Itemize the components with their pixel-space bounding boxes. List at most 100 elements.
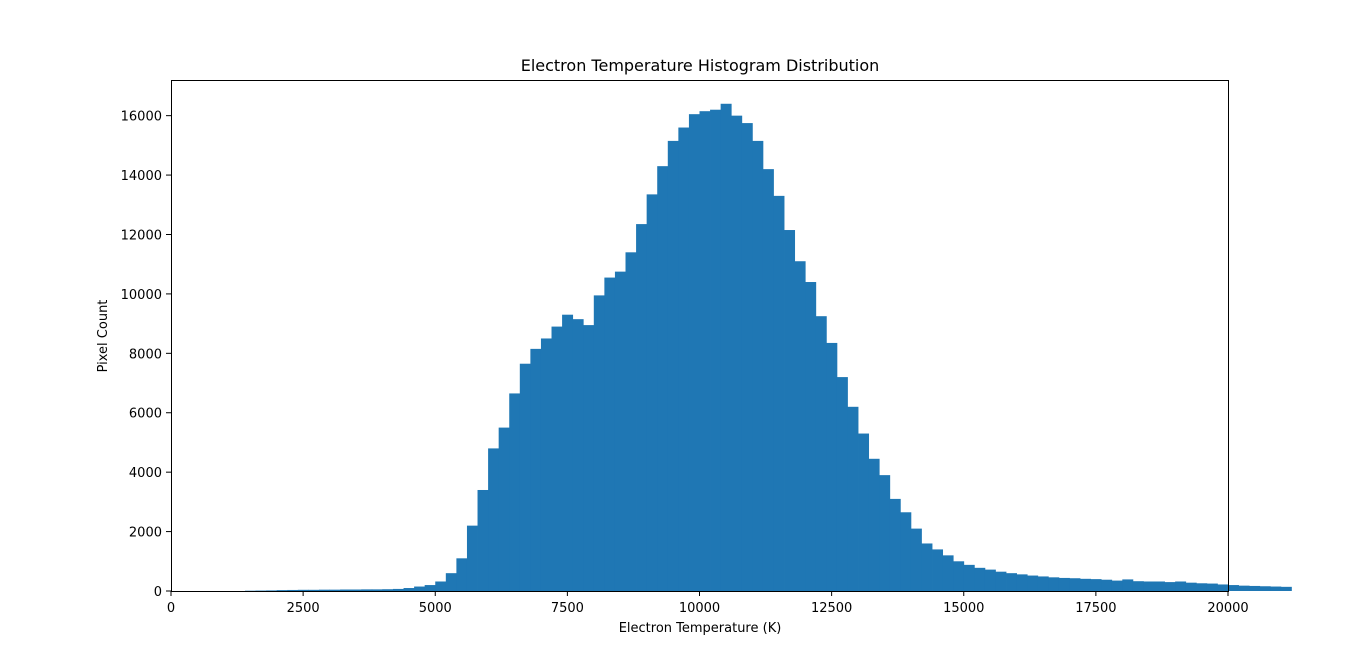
histogram-bar xyxy=(1101,579,1113,591)
x-tick-label: 2500 xyxy=(287,601,320,616)
histogram-bar xyxy=(678,127,690,591)
histogram-bar xyxy=(1090,579,1102,591)
y-tick-label: 2000 xyxy=(129,526,162,541)
histogram-bar xyxy=(963,564,975,591)
histogram-bar xyxy=(836,377,848,591)
histogram-bar xyxy=(604,277,616,591)
histogram-bar xyxy=(340,589,352,591)
histogram-bar xyxy=(371,589,383,591)
histogram-bar xyxy=(1080,578,1091,591)
histogram-bar xyxy=(1270,586,1282,591)
histogram-bar xyxy=(551,326,563,591)
histogram-bar xyxy=(488,448,500,591)
histogram-bar xyxy=(773,195,785,591)
histogram-bar xyxy=(1027,575,1039,591)
histogram-bar xyxy=(477,489,489,591)
histogram-bar xyxy=(1132,581,1144,591)
histogram-bar xyxy=(1164,582,1176,591)
histogram-bar xyxy=(1249,585,1261,591)
histogram-bar xyxy=(382,589,394,591)
histogram-bar xyxy=(572,319,584,591)
histogram-bar xyxy=(1280,586,1292,591)
histogram-bar xyxy=(699,111,711,591)
histogram-bar xyxy=(1238,585,1250,591)
histogram-bar xyxy=(1154,581,1165,591)
y-tick-label: 8000 xyxy=(129,347,162,362)
histogram-bar xyxy=(741,123,753,591)
y-tick-label: 4000 xyxy=(129,466,162,481)
histogram-bar xyxy=(1069,578,1081,591)
histogram-bar xyxy=(318,589,330,591)
histogram-bar xyxy=(1111,580,1123,591)
y-tick-label: 6000 xyxy=(129,407,162,422)
histogram-bar xyxy=(403,588,415,591)
histogram-bar xyxy=(910,528,922,591)
histogram-bar xyxy=(414,586,426,591)
histogram-bar xyxy=(540,338,552,591)
x-axis-ticks: 0 2500 5000 7500 10000 12500 15000 17500 20000 xyxy=(167,591,1249,616)
histogram-bar xyxy=(984,569,996,591)
histogram-bar xyxy=(519,363,531,591)
chart-title: Electron Temperature Histogram Distribut… xyxy=(521,56,880,75)
histogram-bar xyxy=(614,271,626,592)
y-tick-label: 12000 xyxy=(121,228,162,243)
histogram-bar xyxy=(1037,576,1049,591)
histogram-bar xyxy=(498,427,510,591)
histogram-bar xyxy=(688,114,700,592)
histogram-bar xyxy=(815,316,827,591)
histogram-bar xyxy=(329,589,341,591)
x-tick-label: 10000 xyxy=(679,601,720,616)
histogram-bar xyxy=(826,342,838,591)
histogram-bar xyxy=(562,314,574,591)
histogram-bar xyxy=(308,589,320,591)
histogram-bar xyxy=(350,589,362,591)
y-tick-label: 0 xyxy=(154,585,162,600)
histogram-bar xyxy=(1196,583,1208,591)
histogram-bar xyxy=(784,230,796,591)
histogram-bar xyxy=(1048,577,1060,591)
histogram-bar xyxy=(593,295,605,591)
histogram-bar xyxy=(636,224,648,591)
histogram-bar xyxy=(424,585,436,591)
y-tick-label: 14000 xyxy=(121,169,162,184)
bars-group xyxy=(244,103,1292,592)
histogram-bar xyxy=(625,252,637,591)
histogram-bar xyxy=(731,115,743,592)
histogram-bar xyxy=(466,525,478,591)
y-tick-label: 16000 xyxy=(121,110,162,125)
histogram-bar xyxy=(1175,581,1187,591)
histogram-bar xyxy=(456,558,468,591)
histogram-bar xyxy=(868,458,880,591)
y-axis-label: Pixel Count xyxy=(96,300,111,373)
histogram-bar xyxy=(879,475,891,591)
histogram-bar xyxy=(445,573,457,591)
x-axis-label: Electron Temperature (K) xyxy=(619,621,782,636)
histogram-bar xyxy=(1217,584,1229,591)
histogram-bar xyxy=(858,433,870,591)
histogram-bar xyxy=(583,325,595,591)
y-axis-ticks: 0 2000 4000 6000 8000 10000 12000 14000 16000 xyxy=(121,110,171,600)
histogram-bar xyxy=(297,589,309,591)
histogram-bar xyxy=(276,590,288,591)
histogram-bar xyxy=(1185,582,1197,591)
histogram-bar xyxy=(932,549,944,591)
histogram-bar xyxy=(1058,577,1070,591)
histogram-bar xyxy=(942,555,954,591)
histogram-bar xyxy=(921,543,933,591)
histogram-bar xyxy=(720,103,732,592)
histogram-bar xyxy=(762,169,774,591)
histogram-bar xyxy=(805,282,817,591)
histogram-bar xyxy=(1206,583,1218,591)
x-tick-label: 12500 xyxy=(811,601,852,616)
histogram-bar xyxy=(1259,586,1271,591)
histogram-bar xyxy=(752,140,764,591)
histogram-bar xyxy=(794,261,806,591)
histogram-bar xyxy=(361,589,373,591)
histogram-bar xyxy=(287,589,299,591)
histogram-bar xyxy=(889,498,901,591)
histogram-bar xyxy=(974,567,986,591)
y-tick-label: 10000 xyxy=(121,288,162,303)
histogram-bar xyxy=(657,166,669,591)
histogram-bar xyxy=(667,140,679,591)
